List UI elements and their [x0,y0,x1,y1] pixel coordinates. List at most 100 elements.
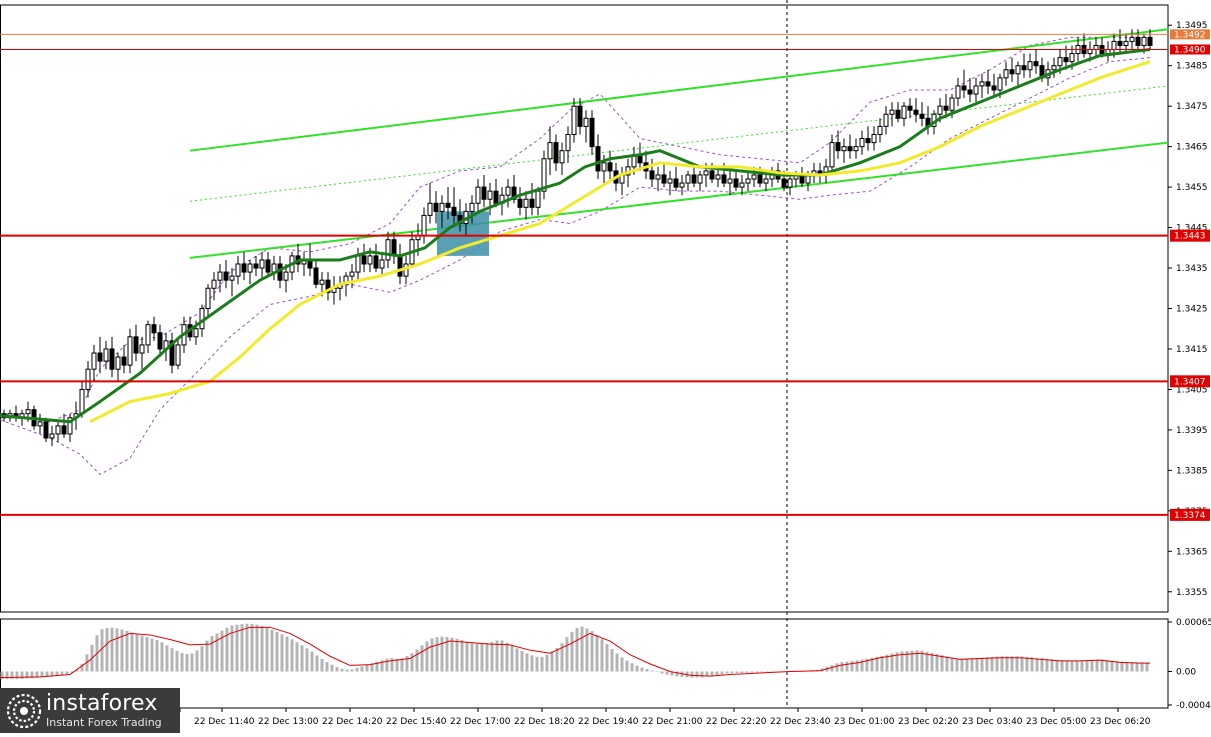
osc-histogram-bar [965,658,969,672]
osc-histogram-bar [935,654,939,672]
candle-bull [487,190,493,200]
osc-histogram-bar [1040,658,1044,672]
candle-bull [67,417,73,435]
level-label-box [1170,229,1210,242]
price-tick-label: 1.3445 [1176,224,1208,234]
candle-bear [733,178,739,188]
osc-histogram-bar [565,637,569,672]
osc-histogram-bar [180,652,184,672]
osc-histogram-bar [435,637,439,672]
osc-histogram-bar [705,671,709,677]
candle-bull [355,255,361,273]
osc-histogram-bar [955,658,959,672]
osc-histogram-bar [255,624,259,672]
osc-histogram-bar [65,671,69,675]
osc-histogram-bar [630,663,634,672]
osc-histogram-bar [125,630,129,672]
osc-histogram-bar [1030,657,1034,672]
candle-bull [685,174,691,184]
candle-bull [829,142,835,168]
osc-histogram-bar [1025,656,1029,672]
osc-histogram-bar [455,638,459,672]
candle-bull [217,271,223,281]
candle-bull [85,368,91,390]
osc-histogram-bar [740,671,744,673]
candle-bear [943,105,949,111]
osc-histogram-bar [585,628,589,672]
osc-histogram-bar [440,636,444,672]
candle-bull [883,113,889,127]
candle-bear [757,174,763,184]
candle-bear [907,105,913,111]
osc-histogram-bar [105,628,109,672]
price-tick-label: 1.3495 [1176,21,1208,31]
candle-bull [1093,44,1099,51]
candle-bull [385,239,391,261]
candle-bear [835,142,841,152]
osc-histogram-bar [225,627,229,672]
candle-bull [1087,49,1093,55]
candle-bear [991,85,997,91]
osc-histogram-bar [470,642,474,672]
price-tick-label: 1.3355 [1176,588,1208,598]
osc-histogram-bar [220,630,224,672]
candle-bull [679,182,685,188]
candle-bull [349,271,355,277]
price-tick-label: 1.3465 [1176,143,1208,153]
candle-bear [253,263,259,269]
candle-bear [445,202,451,208]
osc-histogram-bar [1125,661,1129,672]
osc-histogram-bar [605,644,609,672]
main-price-pane: 1.34951.34851.34751.34651.34551.34451.34… [0,0,1210,708]
time-tick-label: 22 Dec 15:40 [386,717,447,727]
candle-bull [655,174,661,180]
osc-histogram-bar [875,656,879,672]
osc-histogram-bar [770,671,774,672]
candle-bull [979,81,985,87]
osc-histogram-bar [265,627,269,672]
candle-bull [1123,40,1129,46]
osc-histogram-bar [350,669,354,672]
osc-tick-label: 0.00 [1176,667,1196,677]
osc-histogram-bar [85,654,89,672]
candle-bear [1009,69,1015,75]
level-label: 1.3374 [1174,511,1206,521]
osc-histogram-bar [75,669,79,672]
osc-histogram-bar [290,639,294,672]
osc-histogram-bar [730,671,734,674]
osc-histogram-bar [1045,658,1049,672]
osc-histogram-bar [900,651,904,672]
osc-histogram-bar [590,631,594,672]
time-tick-label: 23 Dec 01:00 [834,717,895,727]
candle-bull [283,271,289,281]
osc-histogram-bar [735,671,739,674]
instaforex-logo: instaforex Instant Forex Trading [0,688,180,733]
osc-histogram-bar [905,651,909,672]
price-tick-label: 1.3385 [1176,466,1208,476]
osc-histogram-bar [520,651,524,672]
osc-histogram-bar [515,648,519,672]
osc-histogram-bar [720,671,724,675]
osc-histogram-bar [100,629,104,672]
osc-histogram-bar [0,671,4,680]
osc-histogram-bar [335,667,339,672]
osc-histogram-bar [270,629,274,672]
osc-histogram-bar [830,665,834,672]
osc-histogram-bar [10,671,14,680]
candle-bull [91,352,97,370]
osc-histogram-bar [600,639,604,672]
candle-bear [223,271,229,281]
candle-bull [715,174,721,180]
osc-histogram-bar [50,671,54,677]
osc-histogram-bar [250,623,254,672]
candle-bull [1051,65,1057,71]
osc-tick-label: -0.00044 [1176,701,1211,711]
osc-histogram-bar [425,641,429,672]
candle-bear [865,138,871,144]
osc-histogram-bar [915,650,919,672]
osc-histogram-bar [950,657,954,672]
candle-bear [529,198,535,208]
price-tick-label: 1.3395 [1176,426,1208,436]
osc-histogram-bar [530,655,534,672]
candle-bull [1015,65,1021,75]
